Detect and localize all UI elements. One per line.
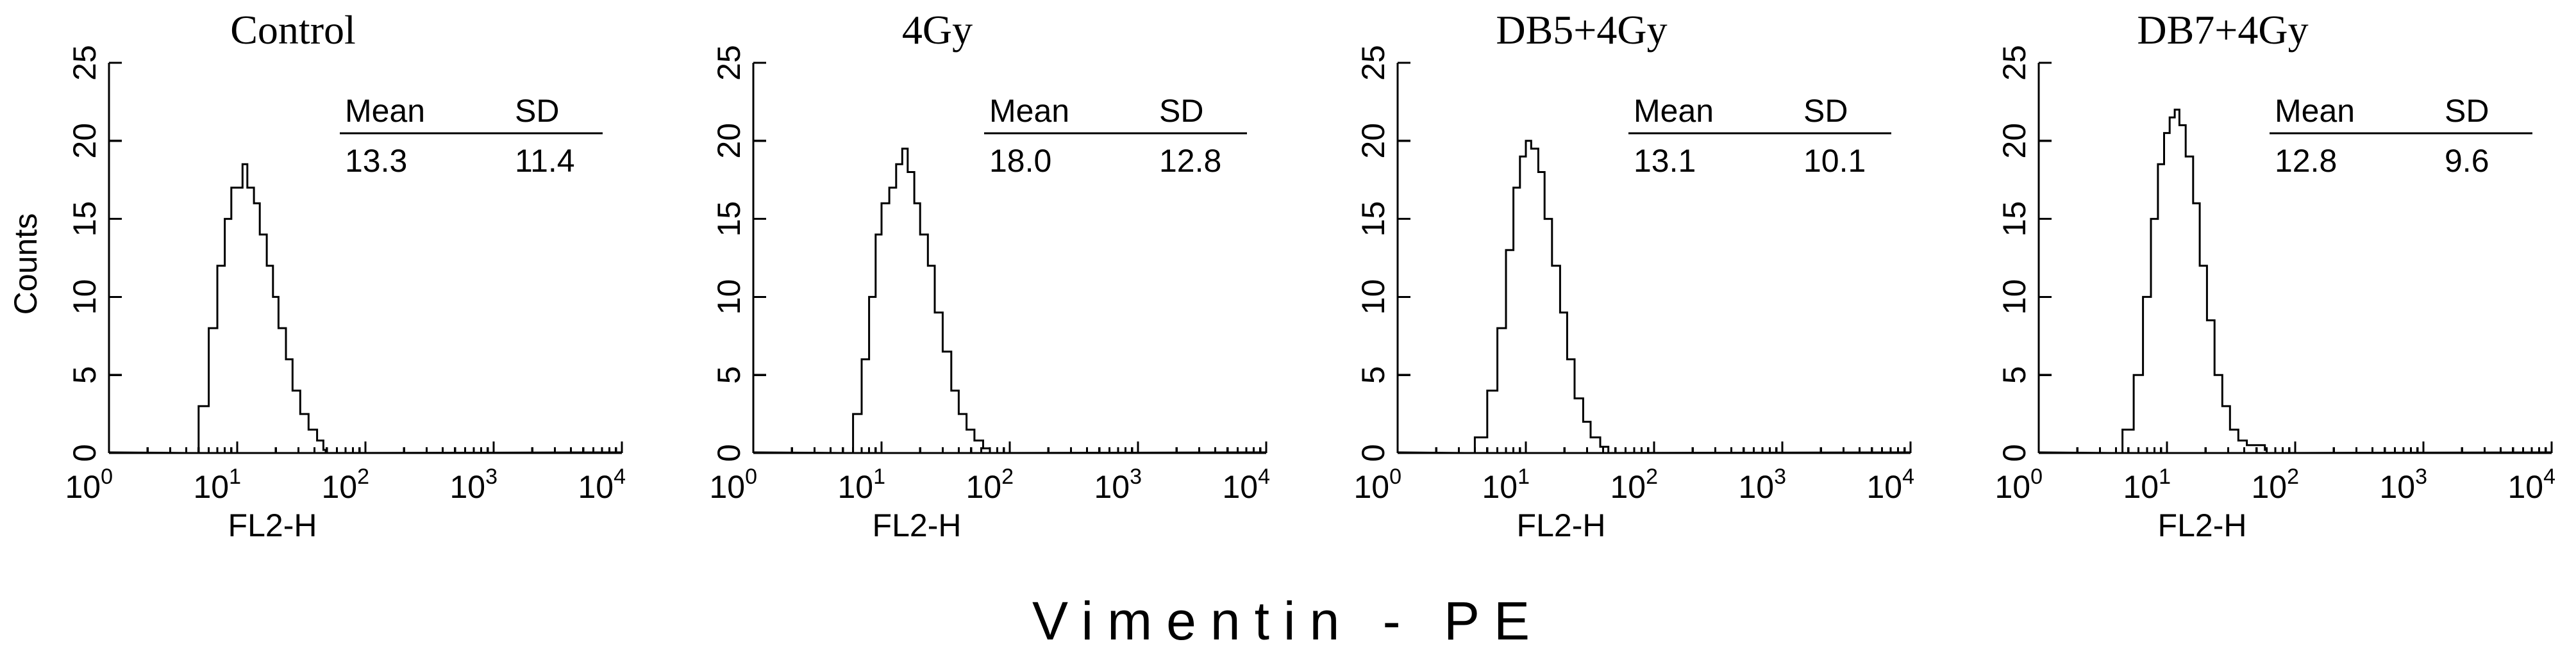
x-tick-label: 102 (321, 465, 369, 505)
y-tick-label: 25 (711, 45, 747, 81)
sd-header: SD (1159, 93, 1203, 129)
x-tick-label: 102 (2251, 465, 2299, 505)
y-tick-label: 0 (711, 444, 747, 462)
x-tick-label: 100 (1353, 465, 1401, 505)
mean-header: Mean (2275, 93, 2355, 129)
panel-title: 4Gy (902, 7, 973, 53)
x-tick-label: 100 (65, 465, 113, 505)
y-tick-label: 10 (1355, 279, 1391, 315)
y-tick-label: 0 (67, 444, 103, 462)
x-tick-label: 101 (1482, 465, 1530, 505)
x-axis-label: FL2-H (873, 507, 962, 543)
y-tick-label: 20 (1996, 123, 2032, 159)
y-tick-label: 15 (1996, 201, 2032, 237)
x-axis-label: FL2-H (2158, 507, 2247, 543)
histogram-trace (753, 147, 1267, 454)
x-tick-label: 103 (449, 465, 498, 505)
y-tick-label: 15 (67, 201, 103, 237)
y-tick-label: 5 (1355, 366, 1391, 384)
figure-bottom-label: Vimentin - PE (1032, 591, 1544, 651)
x-tick-label: 103 (1094, 465, 1142, 505)
histogram-trace (1397, 140, 1911, 454)
panel-title: Control (230, 7, 356, 53)
y-tick-label: 5 (67, 366, 103, 384)
histogram-panel-2: 4Gy 0 5 10 15 20 25 100 101 102 103 104 FL2-H Mean SD 1… (709, 7, 1270, 543)
sd-value: 10.1 (1803, 143, 1866, 179)
sd-header: SD (515, 93, 559, 129)
sd-value: 11.4 (515, 143, 575, 179)
sd-value: 9.6 (2445, 143, 2489, 179)
y-tick-label: 20 (67, 123, 103, 159)
y-tick-label: 10 (711, 279, 747, 315)
panel-title: DB5+4Gy (1496, 7, 1667, 53)
histogram-panel-4: DB7+4Gy 0 5 10 15 20 25 100 101 102 103 104 FL2-H Mea… (1995, 7, 2555, 543)
y-tick-label: 20 (711, 123, 747, 159)
y-tick-label: 5 (711, 366, 747, 384)
histogram-panel-3: DB5+4Gy 0 5 10 15 20 25 100 101 102 103 104 FL2-H Mea… (1353, 7, 1914, 543)
x-tick-label: 100 (1995, 465, 2043, 505)
mean-value: 18.0 (989, 143, 1051, 179)
x-tick-label: 101 (193, 465, 241, 505)
y-tick-label: 0 (1996, 444, 2032, 462)
y-tick-label: 15 (1355, 201, 1391, 237)
y-tick-label: 25 (67, 45, 103, 81)
x-tick-label: 104 (578, 465, 626, 505)
sd-header: SD (2445, 93, 2489, 129)
panel-title: DB7+4Gy (2137, 7, 2308, 53)
y-axis-label: Counts (8, 213, 44, 315)
x-tick-label: 104 (1222, 465, 1270, 505)
x-tick-label: 104 (2507, 465, 2555, 505)
y-tick-label: 25 (1355, 45, 1391, 81)
histogram-trace (2038, 108, 2552, 454)
mean-header: Mean (345, 93, 425, 129)
mean-header: Mean (1634, 93, 1714, 129)
sd-value: 12.8 (1159, 143, 1221, 179)
y-tick-label: 15 (711, 201, 747, 237)
x-tick-label: 103 (2379, 465, 2427, 505)
x-tick-label: 102 (1610, 465, 1658, 505)
mean-value: 12.8 (2275, 143, 2337, 179)
y-tick-label: 0 (1355, 444, 1391, 462)
x-tick-label: 103 (1738, 465, 1786, 505)
x-tick-label: 101 (2123, 465, 2171, 505)
y-tick-label: 25 (1996, 45, 2032, 81)
y-tick-label: 20 (1355, 123, 1391, 159)
y-tick-label: 10 (1996, 279, 2032, 315)
x-axis-label: FL2-H (228, 507, 317, 543)
mean-value: 13.1 (1634, 143, 1696, 179)
x-tick-label: 102 (966, 465, 1014, 505)
histogram-trace (108, 163, 623, 454)
sd-header: SD (1803, 93, 1848, 129)
y-tick-label: 5 (1996, 366, 2032, 384)
x-tick-label: 104 (1866, 465, 1914, 505)
x-tick-label: 101 (837, 465, 885, 505)
histogram-panel-1: Control 0 5 10 15 20 25 100 101 102 103 104 FL2-H Cou… (8, 7, 626, 543)
mean-header: Mean (989, 93, 1069, 129)
x-axis-label: FL2-H (1517, 507, 1606, 543)
mean-value: 13.3 (345, 143, 407, 179)
y-tick-label: 10 (67, 279, 103, 315)
x-tick-label: 100 (709, 465, 757, 505)
